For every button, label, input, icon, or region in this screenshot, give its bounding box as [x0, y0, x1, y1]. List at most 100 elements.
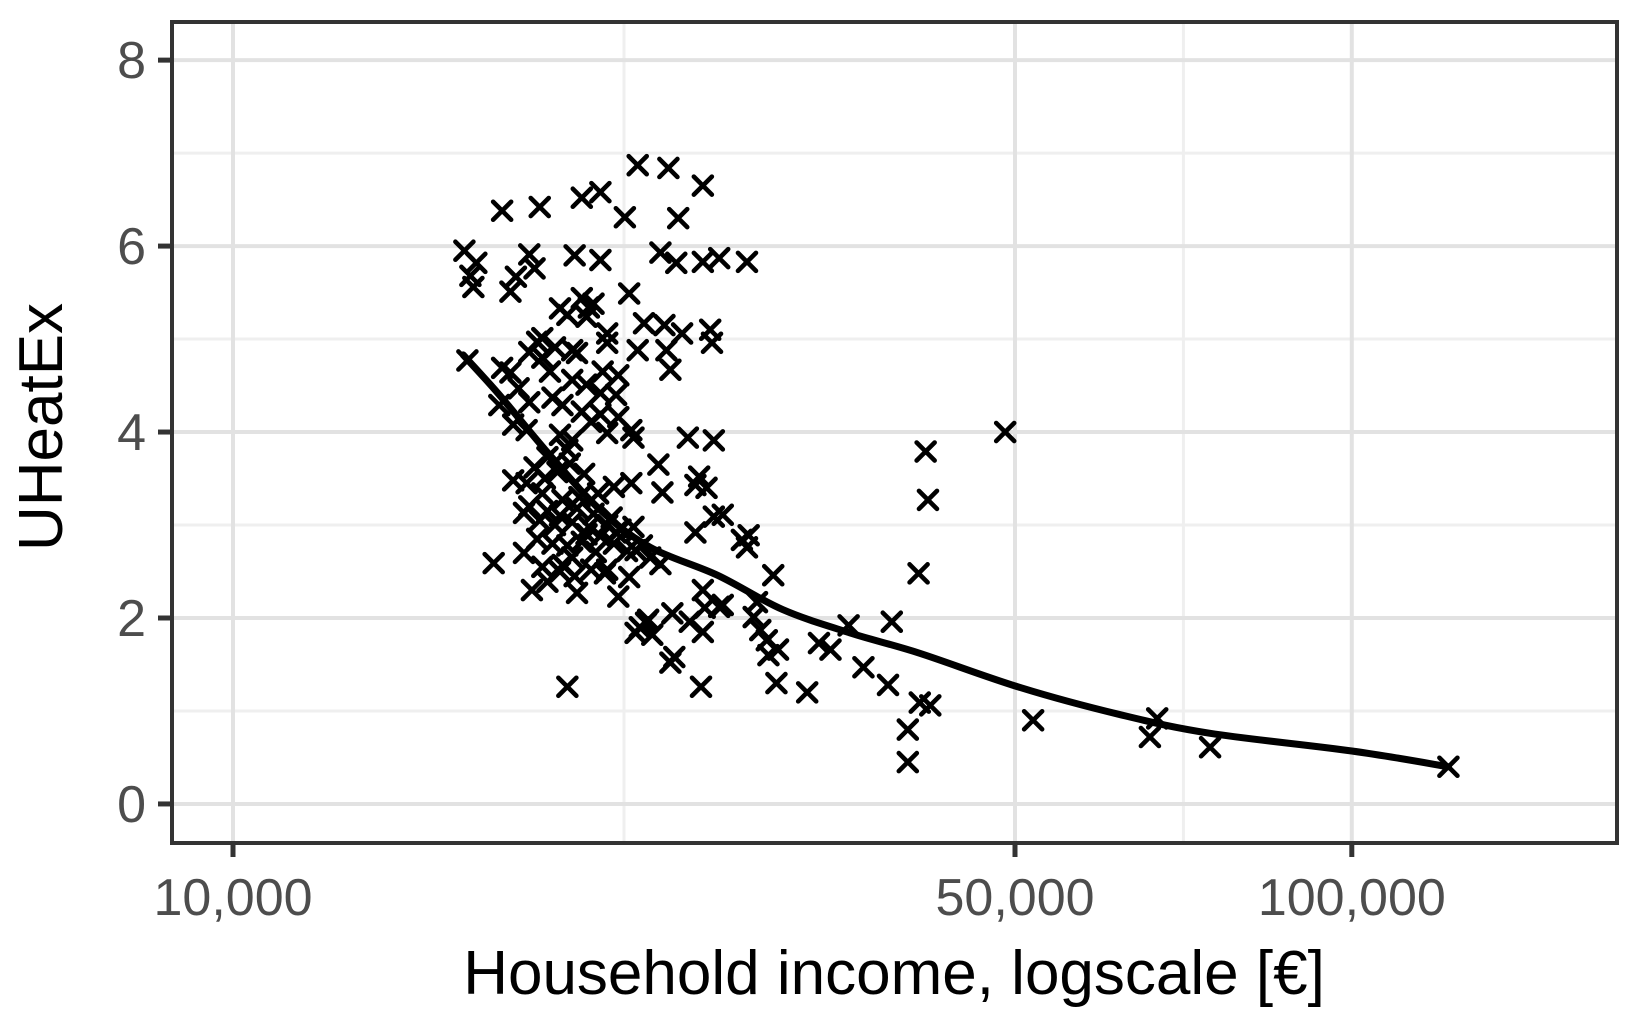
- data-point-marker: [819, 638, 842, 661]
- data-point-marker: [613, 205, 637, 229]
- data-point-marker: [531, 555, 554, 579]
- data-point-marker: [622, 426, 645, 449]
- trend-line-group: [459, 351, 1452, 771]
- data-point-marker: [548, 297, 572, 320]
- data-point-marker: [626, 338, 650, 362]
- data-point-marker: [666, 206, 690, 230]
- data-point-marker: [551, 393, 574, 417]
- y-tick-label: 0: [117, 776, 146, 834]
- data-point-marker: [607, 585, 630, 608]
- data-point-marker: [695, 476, 718, 500]
- data-point-marker: [691, 620, 715, 644]
- y-tick-label: 6: [117, 218, 146, 276]
- data-point-marker: [465, 251, 488, 275]
- data-point-marker: [517, 243, 541, 266]
- data-point-marker: [711, 503, 735, 527]
- data-point-marker: [647, 453, 670, 476]
- data-point-marker: [907, 562, 930, 585]
- data-point-marker: [575, 305, 598, 329]
- data-point-marker: [880, 610, 904, 634]
- data-point-marker: [507, 377, 530, 400]
- data-point-marker: [1021, 708, 1045, 732]
- data-point-marker: [896, 718, 920, 741]
- data-point-marker: [482, 551, 505, 575]
- data-point-marker: [462, 275, 485, 299]
- x-tick-label: 10,000: [153, 869, 312, 927]
- data-points-group: [453, 153, 1460, 779]
- data-point-marker: [748, 618, 772, 642]
- data-point-marker: [757, 643, 780, 667]
- data-point-marker: [620, 471, 643, 495]
- data-point-marker: [653, 313, 676, 337]
- data-point-marker: [626, 153, 650, 177]
- data-point-marker: [664, 251, 688, 275]
- data-point-marker: [488, 393, 511, 417]
- data-point-marker: [575, 373, 598, 396]
- data-point-marker: [565, 341, 589, 365]
- axis-ticks-group: [158, 57, 1355, 857]
- data-point-marker: [589, 248, 612, 272]
- data-point-marker: [742, 605, 765, 629]
- data-point-marker: [765, 671, 788, 695]
- data-point-marker: [548, 504, 572, 528]
- data-point-marker: [593, 562, 617, 585]
- data-point-marker: [570, 186, 594, 210]
- data-point-marker: [546, 460, 569, 484]
- data-point-marker: [735, 250, 759, 274]
- data-point-marker: [649, 241, 672, 264]
- data-point-marker: [617, 565, 641, 589]
- data-point-marker: [640, 623, 664, 647]
- data-point-marker: [916, 488, 940, 512]
- data-point-marker: [702, 429, 726, 452]
- data-point-marker: [604, 521, 628, 544]
- data-point-marker: [517, 495, 541, 518]
- data-point-marker: [663, 645, 686, 669]
- data-point-marker: [1145, 707, 1169, 730]
- data-point-marker: [589, 180, 612, 204]
- data-point-marker: [536, 499, 559, 523]
- data-point-marker: [533, 467, 557, 490]
- data-point-marker: [517, 390, 541, 414]
- y-tick-label: 2: [117, 590, 146, 648]
- data-point-marker: [684, 521, 707, 544]
- data-point-marker: [595, 421, 619, 445]
- data-point-marker: [515, 418, 538, 442]
- data-point-marker: [837, 614, 860, 637]
- data-point-marker: [735, 536, 759, 559]
- data-point-marker: [876, 673, 900, 697]
- data-point-marker: [579, 410, 603, 434]
- data-point-marker: [630, 534, 654, 557]
- data-point-marker: [622, 515, 645, 539]
- data-point-marker: [531, 346, 554, 369]
- data-point-marker: [707, 246, 731, 270]
- data-point-marker: [556, 675, 579, 699]
- data-point-marker: [661, 602, 684, 625]
- data-point-marker: [456, 349, 479, 372]
- data-point-marker: [563, 564, 586, 588]
- data-point-marker: [604, 383, 628, 407]
- data-point-marker: [632, 311, 656, 335]
- data-point-marker: [523, 257, 546, 280]
- data-point-marker: [582, 292, 605, 316]
- data-point-marker: [565, 496, 589, 520]
- data-point-marker: [649, 552, 672, 576]
- data-point-marker: [615, 539, 639, 563]
- data-point-marker: [499, 361, 522, 384]
- data-point-marker: [651, 481, 674, 504]
- data-point-marker: [499, 280, 522, 303]
- x-tick-label: 100,000: [1258, 869, 1446, 927]
- data-point-marker: [528, 195, 552, 219]
- data-point-marker: [572, 462, 596, 486]
- trend-line: [459, 351, 1452, 771]
- data-point-marker: [655, 338, 678, 362]
- data-point-marker: [918, 694, 942, 717]
- data-point-marker: [896, 750, 920, 774]
- data-point-marker: [501, 413, 525, 436]
- y-tick-label: 8: [117, 32, 146, 90]
- data-point-marker: [638, 546, 662, 569]
- data-point-marker: [558, 452, 582, 475]
- data-point-marker: [634, 611, 658, 634]
- data-point-marker: [515, 471, 538, 495]
